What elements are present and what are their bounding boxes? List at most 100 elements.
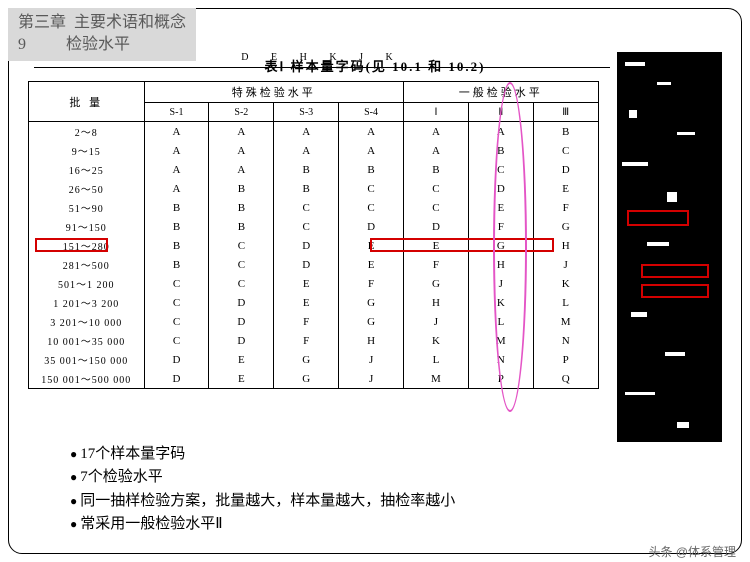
code-cell: G	[339, 312, 404, 331]
batch-range: 9～15	[29, 141, 145, 160]
code-cell: M	[404, 369, 469, 389]
code-cell: A	[274, 141, 339, 160]
code-cell: Q	[533, 369, 598, 389]
watermark: 头条 @体系管理	[648, 543, 736, 560]
chapter-header: 第三章 主要术语和概念 9 检验水平	[8, 8, 196, 61]
code-cell: B	[274, 160, 339, 179]
code-cell: C	[144, 312, 209, 331]
code-cell: D	[404, 217, 469, 236]
code-cell: C	[404, 179, 469, 198]
code-cell: L	[533, 293, 598, 312]
code-cell: D	[468, 179, 533, 198]
code-cell: A	[144, 179, 209, 198]
code-cell: E	[339, 255, 404, 274]
bullet-2: 7个检验水平	[70, 466, 455, 489]
code-cell: M	[468, 331, 533, 350]
code-cell: G	[274, 369, 339, 389]
code-cell: D	[533, 160, 598, 179]
code-cell: D	[209, 293, 274, 312]
col-group-special: 特殊检验水平	[144, 82, 403, 103]
code-cell: A	[339, 122, 404, 142]
code-cell: D	[274, 236, 339, 255]
header-line-1: 第三章 主要术语和概念	[18, 12, 186, 34]
batch-range: 3 201～10 000	[29, 312, 145, 331]
code-cell: J	[533, 255, 598, 274]
code-cell: J	[339, 369, 404, 389]
col-i: Ⅰ	[404, 103, 469, 122]
code-cell: H	[468, 255, 533, 274]
code-cell: A	[468, 122, 533, 142]
code-cell: C	[144, 293, 209, 312]
code-cell: M	[533, 312, 598, 331]
code-cell: B	[274, 179, 339, 198]
batch-range: 91～150	[29, 217, 145, 236]
code-cell: E	[274, 274, 339, 293]
code-cell: H	[404, 293, 469, 312]
code-cell: K	[533, 274, 598, 293]
code-cell: B	[339, 160, 404, 179]
code-cell: D	[209, 312, 274, 331]
code-cell: B	[144, 198, 209, 217]
code-cell: F	[339, 274, 404, 293]
code-cell: E	[209, 369, 274, 389]
col-iii: Ⅲ	[533, 103, 598, 122]
code-cell: G	[533, 217, 598, 236]
code-cell: B	[144, 236, 209, 255]
code-cell: N	[468, 350, 533, 369]
batch-range: 151～280	[29, 236, 145, 255]
code-cell: K	[468, 293, 533, 312]
code-cell: A	[209, 160, 274, 179]
code-cell: D	[339, 217, 404, 236]
code-cell: C	[144, 331, 209, 350]
code-cell: C	[339, 179, 404, 198]
code-cell: F	[468, 217, 533, 236]
code-cell: A	[404, 141, 469, 160]
batch-range: 26～50	[29, 179, 145, 198]
code-cell: A	[209, 141, 274, 160]
code-cell: J	[404, 312, 469, 331]
col-ii: Ⅱ	[468, 103, 533, 122]
code-cell: C	[209, 274, 274, 293]
code-cell: A	[209, 122, 274, 142]
code-cell: H	[533, 236, 598, 255]
code-cell: E	[533, 179, 598, 198]
header-line-2: 9 检验水平	[18, 34, 186, 56]
col-s3: S-3	[274, 103, 339, 122]
bullet-list: 17个样本量字码 7个检验水平 同一抽样检验方案，批量越大，样本量越大，抽检率越…	[70, 443, 455, 536]
code-cell: L	[468, 312, 533, 331]
col-group-general: 一般检验水平	[404, 82, 599, 103]
scan-noise-strip	[617, 52, 722, 442]
batch-range: 150 001～500 000	[29, 369, 145, 389]
batch-range: 1 201～3 200	[29, 293, 145, 312]
code-cell: F	[274, 331, 339, 350]
code-cell: E	[404, 236, 469, 255]
col-batch: 批 量	[29, 82, 145, 122]
code-cell: B	[209, 198, 274, 217]
col-s1: S-1	[144, 103, 209, 122]
code-cell: C	[533, 141, 598, 160]
code-cell: A	[404, 122, 469, 142]
code-cell: A	[144, 122, 209, 142]
code-cell: A	[144, 160, 209, 179]
batch-range: 16～25	[29, 160, 145, 179]
code-cell: B	[144, 217, 209, 236]
code-cell: C	[209, 255, 274, 274]
code-cell: J	[339, 350, 404, 369]
batch-range: 51～90	[29, 198, 145, 217]
code-cell: A	[274, 122, 339, 142]
code-cell: N	[533, 331, 598, 350]
code-cell: F	[274, 312, 339, 331]
code-cell: C	[468, 160, 533, 179]
code-cell: G	[468, 236, 533, 255]
col-s4: S-4	[339, 103, 404, 122]
code-cell: E	[274, 293, 339, 312]
bullet-3: 同一抽样检验方案，批量越大，样本量越大，抽检率越小	[70, 490, 455, 513]
batch-range: 281～500	[29, 255, 145, 274]
code-cell: K	[404, 331, 469, 350]
code-cell: G	[339, 293, 404, 312]
code-cell: F	[404, 255, 469, 274]
code-cell: D	[144, 369, 209, 389]
col-s2: S-2	[209, 103, 274, 122]
batch-range: 501～1 200	[29, 274, 145, 293]
batch-range: 2～8	[29, 122, 145, 142]
